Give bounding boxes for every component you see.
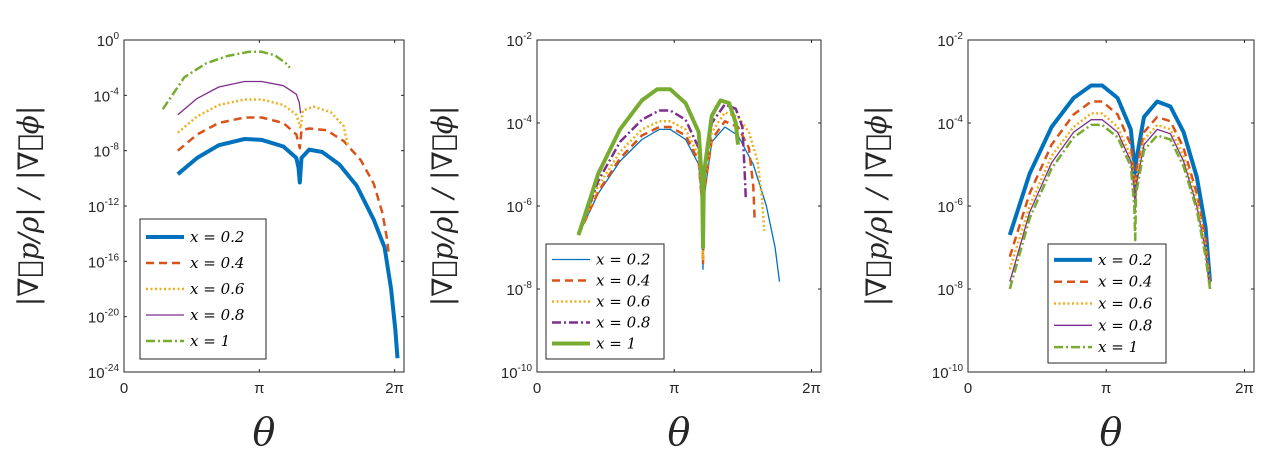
legend-label: x = 0.8	[596, 314, 650, 332]
legend-label: x = 0.4	[190, 254, 244, 272]
y-tick-label: 10-2	[506, 31, 532, 50]
series-line-2	[176, 116, 391, 255]
y-axis-label: |∇⃗p/ρ| / |∇⃗ϕ|	[12, 106, 45, 307]
y-tick-exponent: 0	[113, 31, 119, 42]
y-tick-exponent: -6	[523, 197, 532, 208]
x-tick-label: 0	[120, 380, 128, 397]
y-tick-label: 10-2	[937, 31, 963, 50]
legend: x = 0.2 x = 0.4 x = 0.6 x = 0.8 x = 1	[545, 243, 665, 360]
y-tick-base: 10	[937, 33, 954, 50]
series-line-3	[176, 98, 350, 147]
y-tick-label: 10-6	[506, 197, 532, 216]
legend-label: x = 0.2	[596, 251, 650, 269]
y-tick-exponent: -8	[110, 142, 119, 153]
y-axis-label: |∇⃗p/ρ| / |∇⃗ϕ|	[426, 106, 459, 307]
x-tick-label: 0	[533, 380, 541, 397]
y-tick-label: 10-4	[937, 114, 963, 133]
legend-label: x = 0.6	[190, 280, 245, 298]
legend-label: x = 1	[1098, 338, 1138, 356]
legend-label: x = 0.6	[596, 293, 651, 311]
legend-label: x = 0.2	[190, 228, 244, 246]
y-tick-base: 10	[506, 282, 523, 299]
x-axis-label: θ	[668, 410, 691, 454]
y-tick-base: 10	[88, 254, 105, 271]
y-tick-exponent: -10	[518, 363, 533, 374]
y-tick-label: 100	[97, 31, 120, 50]
y-tick-label: 10-10	[501, 363, 533, 382]
x-tick-label: π	[254, 380, 264, 397]
y-tick-exponent: -4	[523, 114, 532, 125]
y-tick-base: 10	[932, 365, 949, 382]
series-line-4	[577, 103, 748, 253]
y-tick-base: 10	[97, 33, 114, 50]
y-tick-base: 10	[88, 310, 105, 327]
y-tick-label: 10-8	[506, 280, 532, 299]
chart-panel-2: 10-210-410-610-810-100 π 2πθ|∇⃗p/ρ| / |∇⃗ϕ…	[426, 31, 822, 454]
y-tick-label: 10-16	[88, 252, 120, 271]
legend-label: x = 0.6	[1098, 295, 1153, 313]
y-tick-base: 10	[937, 116, 954, 133]
series-line-4	[177, 80, 302, 116]
y-tick-label: 10-20	[88, 308, 120, 327]
x-tick-label: 2π	[1235, 380, 1254, 397]
y-tick-label: 10-8	[93, 142, 119, 161]
y-tick-exponent: -24	[105, 363, 120, 374]
y-tick-label: 10-4	[506, 114, 532, 133]
chart-panel-3: 10-210-410-610-810-100 π 2πθ|∇⃗p/ρ| / |∇⃗ϕ…	[860, 31, 1255, 454]
x-tick-label: π	[669, 380, 679, 397]
y-tick-label: 10-6	[937, 197, 963, 216]
x-axis-label: θ	[253, 410, 276, 454]
y-tick-exponent: -20	[105, 308, 120, 319]
y-tick-exponent: -8	[523, 280, 532, 291]
x-axis-label: θ	[1100, 410, 1123, 454]
y-tick-base: 10	[93, 88, 110, 105]
legend-label: x = 0.2	[1098, 251, 1152, 269]
y-tick-label: 10-8	[937, 280, 963, 299]
y-tick-exponent: -2	[523, 31, 532, 42]
y-tick-base: 10	[506, 33, 523, 50]
y-tick-label: 10-24	[88, 363, 120, 382]
y-tick-exponent: -12	[105, 197, 120, 208]
legend-label: x = 0.4	[596, 272, 650, 290]
legend: x = 0.2 x = 0.4 x = 0.6 x = 0.8 x = 1	[139, 218, 267, 360]
y-tick-base: 10	[88, 365, 105, 382]
legend-label: x = 1	[190, 332, 230, 350]
series-line-2	[577, 120, 756, 266]
y-tick-exponent: -4	[110, 86, 119, 97]
series-line-5	[576, 87, 740, 250]
legend-label: x = 1	[596, 335, 636, 353]
x-tick-label: π	[1101, 380, 1111, 397]
y-tick-exponent: -4	[954, 114, 963, 125]
y-tick-base: 10	[937, 282, 954, 299]
x-tick-label: 2π	[802, 380, 821, 397]
y-tick-base: 10	[937, 199, 954, 216]
y-axis-label: |∇⃗p/ρ| / |∇⃗ϕ|	[860, 106, 893, 307]
y-tick-label: 10-12	[88, 197, 120, 216]
y-tick-base: 10	[93, 144, 110, 161]
x-tick-label: 2π	[385, 380, 404, 397]
legend-label: x = 0.4	[1098, 273, 1152, 291]
y-tick-label: 10-10	[932, 363, 964, 382]
y-tick-exponent: -2	[954, 31, 963, 42]
legend-label: x = 0.8	[1098, 316, 1152, 334]
y-tick-base: 10	[506, 199, 523, 216]
y-tick-exponent: -10	[949, 363, 964, 374]
series-line-1	[176, 137, 400, 359]
y-tick-exponent: -16	[105, 252, 120, 263]
x-tick-label: 0	[964, 380, 972, 397]
y-tick-base: 10	[88, 199, 105, 216]
legend-label: x = 0.8	[190, 306, 244, 324]
y-tick-exponent: -6	[954, 197, 963, 208]
series-line-5	[161, 50, 291, 110]
series-line-5	[1008, 123, 1212, 290]
y-tick-label: 10-4	[93, 86, 119, 105]
y-tick-base: 10	[501, 365, 518, 382]
legend: x = 0.2 x = 0.4 x = 0.6 x = 0.8 x = 1	[1047, 243, 1167, 364]
y-tick-exponent: -8	[954, 280, 963, 291]
y-tick-base: 10	[506, 116, 523, 133]
